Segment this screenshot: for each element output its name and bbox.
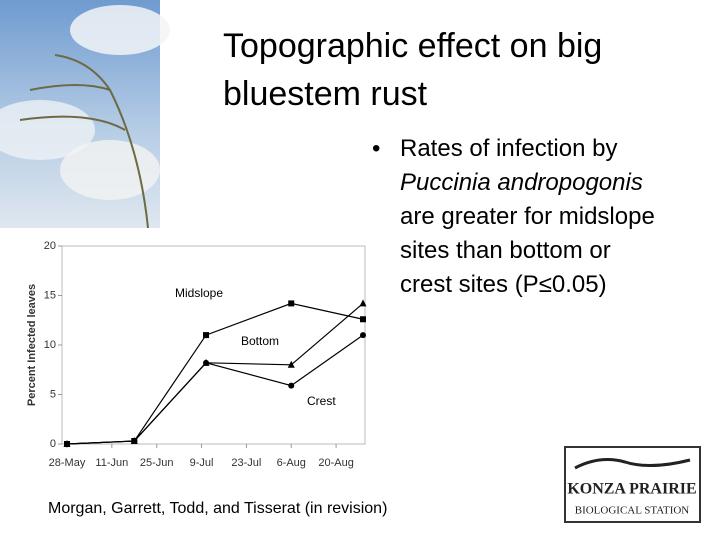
bullet-part: Rates of infection by xyxy=(400,135,618,162)
bullet-dot: • xyxy=(372,135,381,162)
series-label: Bottom xyxy=(241,334,279,348)
y-tick-label: 0 xyxy=(50,438,56,450)
x-tick-label: 9-Jul xyxy=(190,457,214,469)
citation: Morgan, Garrett, Todd, and Tisserat (in … xyxy=(48,500,388,517)
y-tick-label: 5 xyxy=(50,388,56,400)
y-tick-label: 10 xyxy=(44,339,56,351)
marker xyxy=(360,332,366,339)
bullet-species: Puccinia andropogonis xyxy=(400,169,643,196)
series-line xyxy=(66,334,364,445)
photo xyxy=(0,0,170,229)
marker xyxy=(131,438,138,445)
marker xyxy=(64,441,70,447)
marker xyxy=(288,300,295,307)
series-label: Crest xyxy=(307,394,336,408)
logo-line2: BIOLOGICAL STATION xyxy=(575,505,690,517)
y-tick-label: 15 xyxy=(44,289,56,301)
marker xyxy=(359,299,367,307)
marker xyxy=(203,359,210,366)
x-tick-label: 6-Aug xyxy=(277,457,306,469)
y-tick-label: 20 xyxy=(44,240,56,252)
bullet-part: are greater for midslope sites than bott… xyxy=(400,203,655,298)
logo: KONZA PRAIRIE BIOLOGICAL STATION xyxy=(564,446,701,523)
marker xyxy=(287,360,295,368)
x-tick-label: 25-Jun xyxy=(140,457,174,469)
series-line xyxy=(66,302,364,445)
x-tick-label: 23-Jul xyxy=(231,457,261,469)
marker xyxy=(360,316,366,323)
marker xyxy=(288,382,295,389)
x-tick-label: 11-Jun xyxy=(95,457,128,469)
slide-title: Topographic effect on big bluestem rust xyxy=(223,27,603,113)
logo-line1: KONZA PRAIRIE xyxy=(567,481,696,498)
y-axis-title: Percent Infected leaves xyxy=(26,284,38,406)
bullet: • Rates of infection by Puccinia andropo… xyxy=(372,132,662,302)
plot-frame xyxy=(61,245,366,445)
x-tick-label: 28-May xyxy=(49,457,86,469)
series-line xyxy=(66,302,364,445)
x-tick-label: 20-Aug xyxy=(318,457,353,469)
bullet-text: Rates of infection by Puccinia andropogo… xyxy=(400,132,662,302)
series-label: Midslope xyxy=(175,286,223,300)
marker xyxy=(203,332,210,339)
